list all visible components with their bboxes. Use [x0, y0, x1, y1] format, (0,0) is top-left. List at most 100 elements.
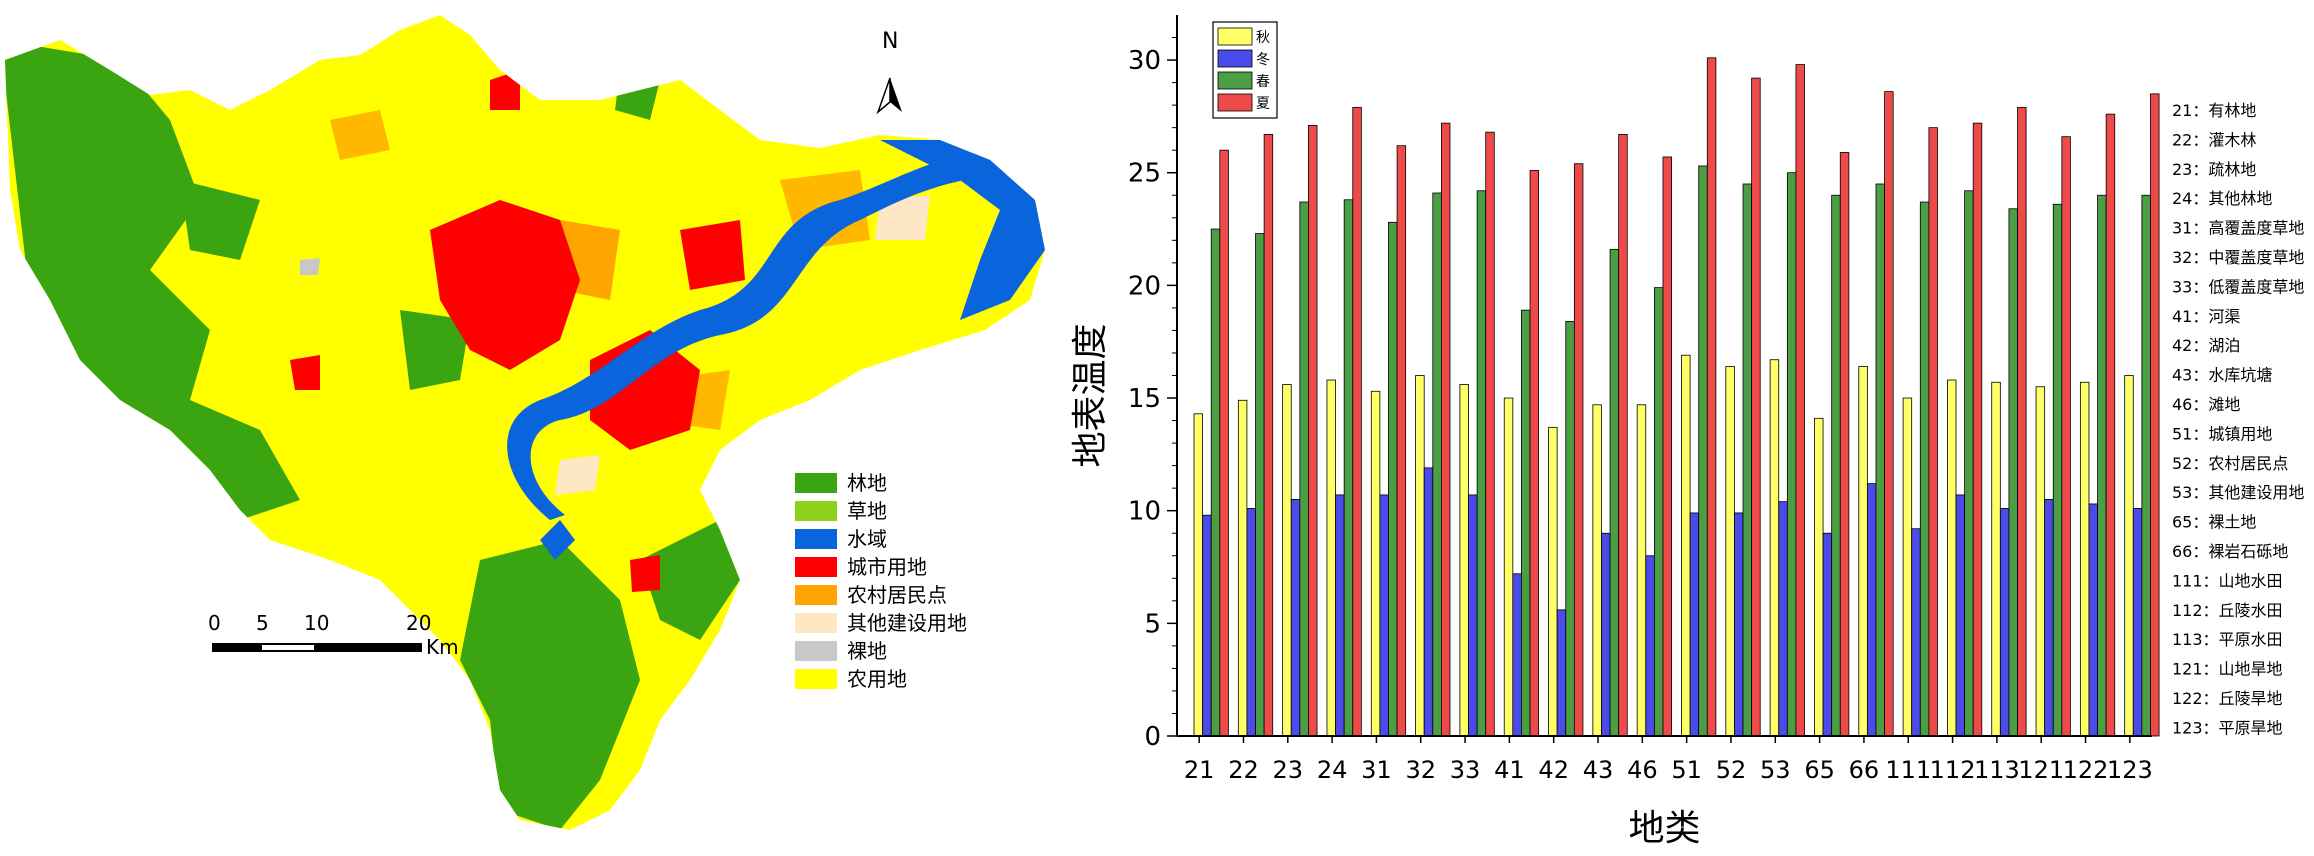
x-tick-label: 24	[1317, 756, 1348, 784]
bar-秋-42	[1548, 426, 1558, 737]
bar-秋-121	[2035, 386, 2046, 737]
bar-冬-21	[1202, 514, 1212, 737]
code-legend-entry: 46：滩地	[2172, 395, 2240, 414]
map-legend-swatch	[795, 585, 837, 605]
x-tick-label: 41	[1494, 756, 1525, 784]
bar-夏-43	[1618, 134, 1628, 737]
bar-春-41	[1521, 309, 1531, 737]
code-legend-entry: 66：裸岩石砾地	[2172, 542, 2288, 561]
chart-plot-area	[1193, 57, 2160, 737]
code-legend-entry: 113：平原水田	[2172, 630, 2283, 649]
map-legend-swatch	[795, 669, 837, 689]
scale-label-20: 20	[406, 611, 431, 635]
code-legend-entry: 121：山地旱地	[2172, 660, 2283, 679]
bar-春-22	[1255, 233, 1265, 737]
north-label: N	[882, 29, 898, 54]
bar-冬-66	[1866, 483, 1877, 737]
bar-冬-31	[1379, 494, 1389, 737]
x-tick-label: 112	[1930, 756, 1976, 784]
bar-秋-123	[2124, 375, 2134, 737]
code-legend-entry: 111：山地水田	[2172, 571, 2283, 590]
bar-冬-52	[1734, 512, 1744, 737]
bar-春-112	[1964, 190, 1974, 737]
bar-秋-53	[1769, 359, 1780, 737]
chart-legend-swatch	[1217, 93, 1253, 112]
x-tick-label: 21	[1184, 756, 1215, 784]
map-legend-swatch	[795, 501, 837, 521]
bar-冬-123	[2132, 508, 2143, 737]
map-legend-swatch	[795, 529, 837, 549]
x-tick-label: 123	[2107, 756, 2153, 784]
map-legend-label: 城市用地	[847, 555, 927, 579]
north-arrow: N	[876, 29, 902, 115]
bar-夏-122	[2105, 113, 2116, 737]
x-tick-label: 53	[1760, 756, 1791, 784]
bar-冬-24	[1335, 494, 1345, 737]
bar-秋-33	[1459, 384, 1469, 737]
bar-夏-41	[1529, 170, 1540, 737]
bar-夏-51	[1706, 57, 1717, 737]
bar-冬-122	[2088, 503, 2098, 737]
bar-冬-43	[1601, 532, 1611, 737]
chart-legend-label: 秋	[1256, 30, 1270, 46]
scale-bar: 0 5 10 20 Km	[208, 611, 459, 659]
x-tick-label: 42	[1538, 756, 1569, 784]
bar-夏-111	[1928, 127, 1938, 737]
code-legend-entry: 21：有林地	[2172, 101, 2256, 120]
code-legend-entry: 51：城镇用地	[2172, 424, 2272, 443]
x-tick-label: 33	[1450, 756, 1481, 784]
bar-夏-52	[1751, 77, 1761, 737]
chart-axes: 21 22 23 24 31 32 33 41 42 43 46 51 52 53 65 66 11111211…	[1128, 15, 2153, 784]
x-tick-label: 43	[1583, 756, 1614, 784]
bar-夏-113	[2017, 106, 2027, 737]
bar-春-24	[1343, 199, 1354, 737]
bar-春-65	[1831, 194, 1841, 737]
code-legend-entry: 43：水库坑塘	[2172, 366, 2272, 385]
scale-label-5: 5	[256, 611, 269, 635]
bar-春-31	[1388, 221, 1398, 737]
code-legend-entry: 65：裸土地	[2172, 513, 2256, 532]
bar-秋-52	[1725, 366, 1735, 737]
bar-春-42	[1565, 321, 1575, 737]
y-tick-label: 10	[1128, 497, 1161, 527]
code-legend-entry: 23：疏林地	[2172, 160, 2256, 179]
chart-legend-swatch	[1217, 71, 1253, 90]
bar-夏-22	[1263, 134, 1274, 737]
scale-unit: Km	[426, 635, 459, 659]
x-tick-label: 121	[2018, 756, 2064, 784]
code-legend-entry: 112：丘陵水田	[2172, 601, 2283, 620]
x-tick-label: 51	[1671, 756, 1702, 784]
chart-legend-label: 夏	[1256, 96, 1270, 112]
map-legend-label: 草地	[847, 499, 887, 523]
bar-春-66	[1875, 183, 1885, 737]
bar-冬-51	[1689, 512, 1700, 737]
bar-夏-65	[1839, 152, 1850, 737]
x-axis-label: 地类	[1628, 808, 1700, 849]
bar-夏-112	[1972, 122, 1983, 737]
temperature-bar-chart: 21 22 23 24 31 32 33 41 42 43 46 51 52 53 65 66 11111211…	[1070, 15, 2304, 849]
bar-夏-24	[1352, 106, 1362, 737]
bar-春-111	[1919, 201, 1930, 737]
bar-夏-21	[1219, 149, 1229, 737]
map-legend-swatch	[795, 641, 837, 661]
x-tick-label: 52	[1716, 756, 1747, 784]
bar-秋-32	[1415, 375, 1425, 737]
bar-夏-32	[1440, 122, 1451, 737]
y-tick-label: 0	[1144, 722, 1161, 752]
x-tick-label: 65	[1804, 756, 1835, 784]
bar-秋-111	[1902, 397, 1913, 737]
map-legend-label: 农村居民点	[847, 583, 947, 607]
map-legend-label: 水域	[847, 527, 887, 551]
bar-秋-113	[1991, 381, 2001, 737]
scale-label-10: 10	[304, 611, 329, 635]
bar-冬-53	[1778, 501, 1788, 737]
y-tick-label: 25	[1128, 159, 1161, 189]
x-tick-label: 31	[1361, 756, 1392, 784]
bar-秋-21	[1193, 413, 1204, 737]
x-tick-label: 22	[1228, 756, 1259, 784]
y-tick-label: 20	[1128, 271, 1161, 301]
bar-夏-46	[1662, 156, 1672, 737]
code-legend-entry: 33：低覆盖度草地	[2172, 277, 2304, 296]
bar-冬-23	[1290, 499, 1301, 737]
